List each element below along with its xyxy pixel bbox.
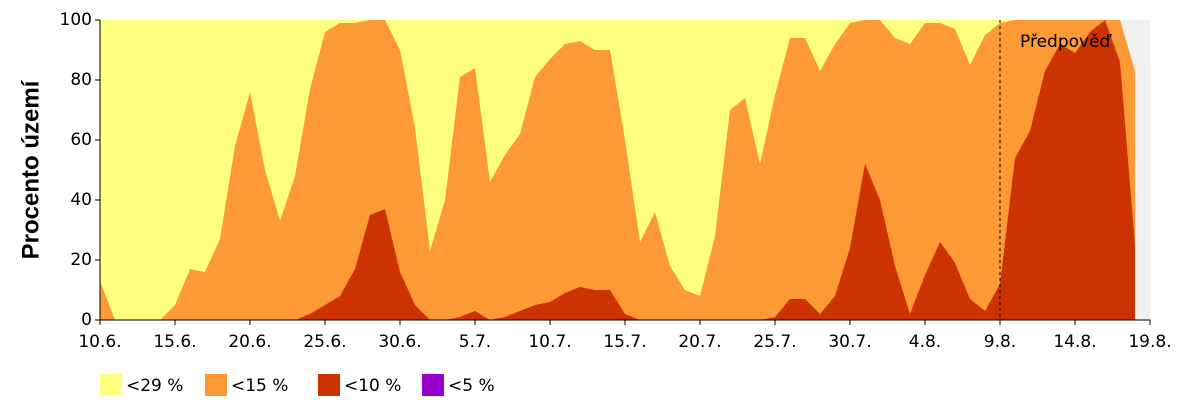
x-tick-label: 9.8. — [984, 332, 1016, 352]
annotation-label: Předpověď — [1020, 32, 1113, 52]
x-tick-label: 30.6. — [378, 332, 421, 352]
y-tick-label: 0 — [81, 310, 92, 330]
legend-label: <15 % — [231, 376, 288, 396]
x-tick-label: 20.7. — [678, 332, 721, 352]
areas — [100, 20, 1135, 320]
area — [100, 20, 1135, 320]
x-tick-label: 25.6. — [303, 332, 346, 352]
x-tick-label: 10.6. — [78, 332, 121, 352]
x-tick-label: 30.7. — [828, 332, 871, 352]
x-tick-label: 4.8. — [909, 332, 941, 352]
legend-swatch — [422, 374, 444, 396]
legend-label: <10 % — [344, 376, 401, 396]
x-tick-label: 5.7. — [459, 332, 491, 352]
x-tick-label: 15.6. — [153, 332, 196, 352]
x-tick-label: 15.7. — [603, 332, 646, 352]
legend-label: <29 % — [126, 376, 183, 396]
y-tick-label: 100 — [60, 10, 92, 30]
x-tick-label: 25.7. — [753, 332, 796, 352]
y-tick-label: 40 — [70, 190, 92, 210]
legend-label: <5 % — [448, 376, 495, 396]
y-tick-label: 80 — [70, 70, 92, 90]
x-tick-label: 10.7. — [528, 332, 571, 352]
x-tick-label: 14.8. — [1053, 332, 1096, 352]
y-tick-label: 20 — [70, 250, 92, 270]
x-tick-label: 19.8. — [1128, 332, 1171, 352]
x-tick-label: 20.6. — [228, 332, 271, 352]
legend-swatch — [100, 374, 122, 396]
y-axis-title: Procento území — [17, 79, 44, 259]
legend-swatch — [318, 374, 340, 396]
legend-swatch — [205, 374, 227, 396]
y-tick-label: 60 — [70, 130, 92, 150]
